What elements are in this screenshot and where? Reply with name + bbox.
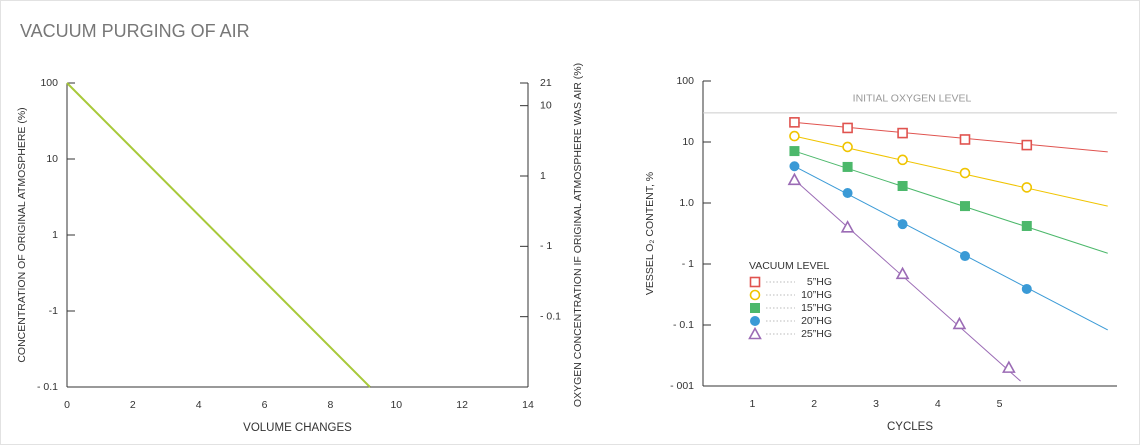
y-tick-label: - 0.1 [673,319,694,331]
x-tick-label: 2 [130,399,136,411]
y-tick-label: - 001 [670,380,694,392]
fit-line [794,179,1021,382]
data-line [66,82,371,388]
y-tick-label: - 0.1 [37,381,58,393]
x-tick-label: 4 [196,399,202,411]
y2-axis-title: OXYGEN CONCENTRATION IF ORIGINAL ATMOSPH… [572,63,584,407]
y2-tick-label: 1 [540,170,546,182]
x-tick-label: 5 [997,398,1003,410]
y-tick-label: 10 [682,136,694,148]
data-point [842,141,853,153]
data-point [1002,360,1016,373]
data-point [1021,220,1032,231]
x-axis-title: VOLUME CHANGES [243,422,352,434]
y-tick-label: 100 [676,75,694,87]
y-tick-label: 1.0 [679,197,694,209]
y-tick-label: - 1 [682,258,694,270]
data-point [1021,182,1033,193]
legend-marker [748,326,762,340]
data-point [959,251,970,262]
y-tick-label: -1 [49,305,58,317]
data-point [897,180,908,191]
data-point [789,117,800,128]
data-point [897,127,908,139]
y2-tick-label: 21 [540,77,552,89]
y2-tick-label: 10 [540,99,552,111]
x-tick-label: 1 [750,398,756,410]
legend-label: 25”HG [801,328,832,340]
data-point [789,146,800,157]
x-axis-title: CYCLES [887,421,933,433]
legend-label: 20”HG [801,315,832,327]
reference-label: INITIAL OXYGEN LEVEL [853,93,972,105]
y2-tick-label: - 1 [540,240,552,252]
x-tick-label: 3 [873,398,879,410]
data-point [952,316,967,330]
data-point [959,134,971,145]
y-axis-title: VESSEL O₂ CONTENT, % [644,172,656,295]
x-tick-label: 14 [522,399,534,411]
legend-title: VACUUM LEVEL [749,260,829,272]
legend-marker [750,303,760,313]
data-point [959,167,971,179]
legend-label: 5”HG [807,276,832,288]
data-point [789,130,800,142]
x-tick-label: 2 [811,398,817,410]
x-tick-label: 12 [456,399,468,411]
data-point [1021,283,1032,294]
data-point [1021,139,1033,151]
data-point [897,219,908,230]
data-point [842,187,853,198]
data-point [895,266,910,280]
x-tick-label: 6 [262,399,268,411]
data-point [897,154,908,166]
y-tick-label: 100 [40,77,58,89]
data-point [840,220,855,233]
legend-label: 15”HG [801,302,832,314]
x-tick-label: 4 [935,398,941,410]
x-tick-label: 8 [328,399,334,411]
y-tick-label: 10 [46,153,58,165]
legend-marker [749,276,761,288]
data-point [959,201,970,212]
legend-label: 10”HG [801,289,832,301]
y-axis-title: CONCENTRATION OF ORIGINAL ATMOSPHERE (%) [16,107,28,362]
page-title: VACUUM PURGING OF AIR [20,21,250,41]
legend-marker [750,316,760,326]
y-tick-label: 1 [52,229,58,241]
x-tick-label: 0 [64,399,70,411]
legend-marker [749,289,761,301]
y2-tick-label: - 0.1 [540,310,561,322]
data-point [842,122,853,134]
data-point [787,172,802,186]
data-point [789,161,800,172]
x-tick-label: 10 [390,399,402,411]
data-point [842,161,853,172]
